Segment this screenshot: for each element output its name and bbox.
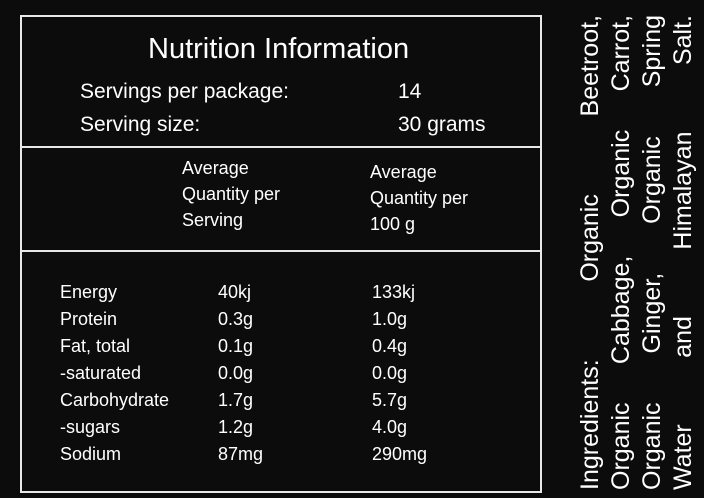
per-100g-value: 0.0g [372,363,408,383]
per-100g-value: 5.7g [372,390,408,410]
nutrient-name: -sugars [60,417,121,437]
header-per-serving: Average Quantity per Serving [182,155,280,233]
nutrition-panel: Nutrition Information Servings per packa… [20,15,542,493]
nutrient-name: Protein [60,309,118,329]
header-per-100g: Average Quantity per 100 g [370,159,468,237]
nutrient-name: Energy [60,282,118,302]
nutrient-row: Energy 40kj 133kj [22,282,540,309]
header-line: Quantity per [182,184,281,204]
ingredients-line: Organic Ginger, Organic Spring [638,15,666,490]
nutrient-row: Sodium 87mg 290mg [22,444,540,471]
per-serving-value: 1.2g [218,417,254,437]
divider [22,250,540,252]
nutrient-row: -saturated 0.0g 0.0g [22,363,540,390]
header-line: Quantity per [370,188,469,208]
per-100g-value: 133kj [372,282,416,302]
per-100g-value: 1.0g [372,309,408,329]
header-line: Average [182,158,249,178]
per-serving-value: 0.1g [218,336,254,356]
serving-size-label: Serving size: [80,113,201,136]
per-serving-value: 87mg [218,444,264,464]
per-100g-value: 0.4g [372,336,408,356]
nutrient-name: Sodium [60,444,122,464]
divider [22,146,540,148]
ingredients-line: Water and Himalayan Salt. [669,15,697,490]
nutrient-row: Carbohydrate 1.7g 5.7g [22,390,540,417]
per-100g-value: 290mg [372,444,428,464]
nutrient-name: Fat, total [60,336,131,356]
per-serving-value: 0.0g [218,363,254,383]
per-serving-value: 0.3g [218,309,254,329]
header-line: Average [370,162,437,182]
ingredients-line: Ingredients: Organic Beetroot, [576,15,604,490]
panel-title: Nutrition Information [148,33,410,65]
per-100g-value: 4.0g [372,417,408,437]
header-line: Serving [182,210,244,230]
servings-per-package-label: Servings per package: [80,80,289,103]
servings-per-package-value: 14 [398,80,422,103]
nutrient-name: -saturated [60,363,142,383]
per-serving-value: 40kj [218,282,252,302]
nutrient-row: Protein 0.3g 1.0g [22,309,540,336]
nutrient-row: -sugars 1.2g 4.0g [22,417,540,444]
header-line: 100 g [370,214,416,234]
serving-size-value: 30 grams [398,113,486,136]
ingredients-line: Organic Cabbage, Organic Carrot, [607,15,635,490]
ingredients-text: Ingredients: Organic Beetroot, Organic C… [575,15,699,490]
nutrient-row: Fat, total 0.1g 0.4g [22,336,540,363]
per-serving-value: 1.7g [218,390,254,410]
nutrient-name: Carbohydrate [60,390,170,410]
